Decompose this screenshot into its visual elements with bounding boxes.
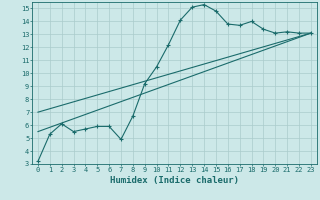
X-axis label: Humidex (Indice chaleur): Humidex (Indice chaleur) bbox=[110, 176, 239, 185]
